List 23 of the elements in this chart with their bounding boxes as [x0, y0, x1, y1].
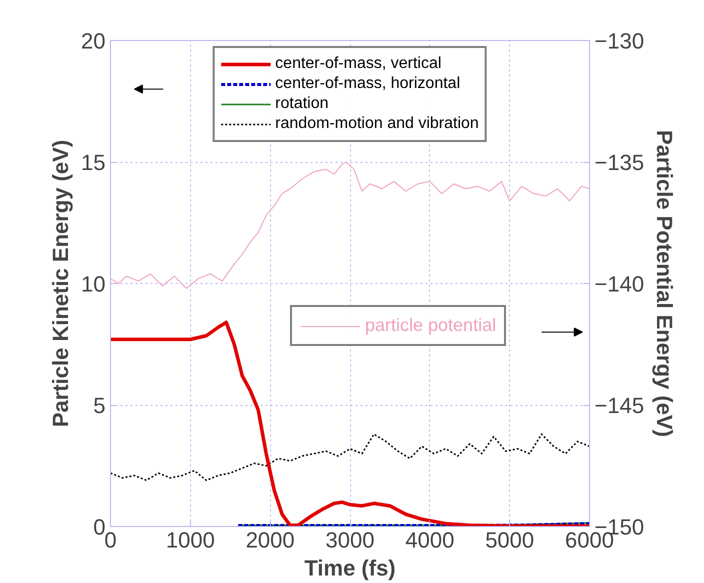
line-series [110, 162, 590, 289]
y-tick-label: 10 [81, 272, 106, 296]
x-tick-label: 3000 [326, 528, 374, 552]
y2-tick-label: −135 [594, 150, 644, 175]
y-tick-label: 20 [81, 28, 106, 54]
legend-label: rotation [275, 95, 329, 113]
y-axis-title: Particle Kinetic Energy (eV) [48, 140, 74, 428]
y2-tick-label: −130 [594, 28, 644, 54]
y-tick-label: 5 [93, 393, 106, 418]
legend-label: random-motion and vibration [275, 115, 479, 133]
x-tick-label: 4000 [405, 528, 454, 552]
x-tick-label: 2000 [246, 528, 295, 552]
y2-tick-label: −145 [594, 393, 644, 418]
legend-label: particle potential [365, 315, 496, 336]
legend-label: center-of-mass, vertical [275, 55, 442, 73]
y-tick-label: 15 [81, 150, 106, 175]
legend-label: center-of-mass, horizontal [275, 75, 460, 93]
x-axis-title: Time (fs) [304, 556, 396, 580]
line-series [110, 433, 590, 482]
x-tick-label: 1000 [166, 528, 215, 552]
x-tick-label: 5000 [485, 528, 534, 552]
y2-tick-label: −140 [594, 272, 644, 296]
y2-axis-title: Particle Potential Energy (eV) [652, 130, 678, 437]
